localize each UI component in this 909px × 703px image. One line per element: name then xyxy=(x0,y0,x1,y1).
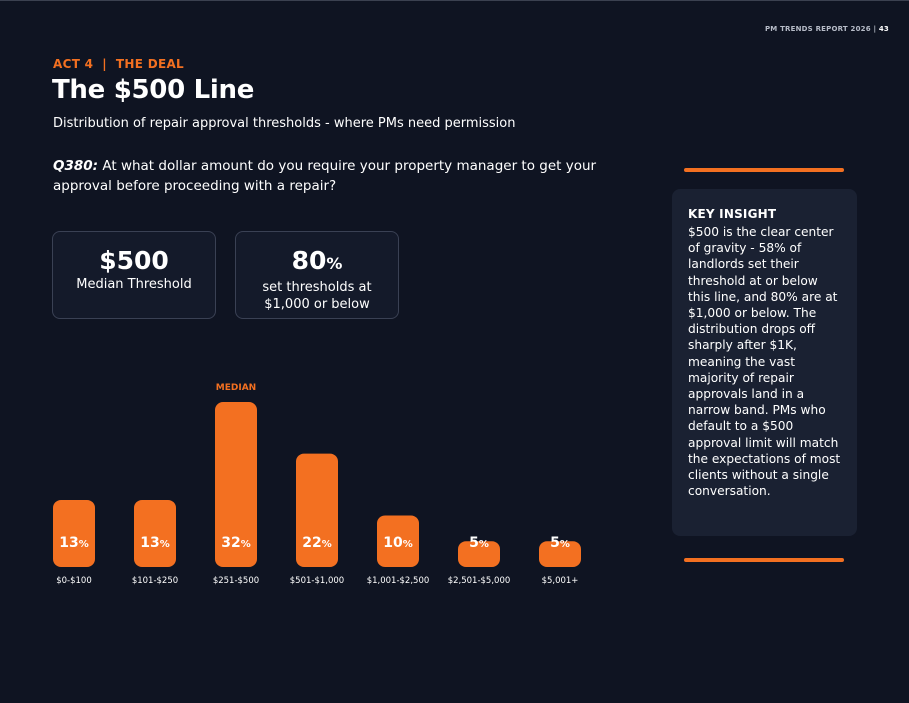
stat-value: $500 xyxy=(53,246,215,276)
bar-6 xyxy=(458,541,500,567)
insight-heading: KEY INSIGHT xyxy=(688,207,777,221)
bar-value-label: 13% xyxy=(59,535,89,551)
stat-label: Median Threshold xyxy=(76,277,192,292)
section-kicker: ACT 4 | THE DEAL xyxy=(53,57,184,71)
page-title: The $500 Line xyxy=(52,75,255,105)
category-label: $1,001-$2,500 xyxy=(367,576,430,586)
key-insight-card: KEY INSIGHT $500 is the clear center of … xyxy=(672,189,857,536)
insight-top-accent xyxy=(684,168,844,172)
bar-value-label: 13% xyxy=(140,535,170,551)
bar-1 xyxy=(53,499,95,567)
stat-80-suffix: % xyxy=(326,254,343,273)
page-number: 43 xyxy=(878,25,889,33)
category-label: $5,001+ xyxy=(542,576,579,586)
category-label: $2,501-$5,000 xyxy=(448,576,511,586)
category-label: $501-$1,000 xyxy=(290,576,344,586)
question-number: Q380: xyxy=(53,158,99,174)
category-label: $251-$500 xyxy=(213,576,259,586)
top-border xyxy=(0,0,909,1)
insight-body: $500 is the clear center of gravity - 58… xyxy=(688,225,841,499)
stat-card-80-percent: 80% set thresholds at $1,000 or below xyxy=(235,231,399,319)
stat-value: 80% xyxy=(236,246,398,279)
report-label: PM TRENDS REPORT 2026 xyxy=(764,25,871,33)
bar-4 xyxy=(296,453,338,567)
question-text: At what dollar amount do you require you… xyxy=(53,158,597,194)
bar-3 xyxy=(215,402,257,567)
insight-bottom-accent xyxy=(684,558,844,562)
median-marker-label: MEDIAN xyxy=(215,383,257,393)
stat-80-value: 80 xyxy=(291,246,327,275)
bar-7 xyxy=(539,541,581,567)
survey-question: Q380: At what dollar amount do you requi… xyxy=(53,156,633,196)
bar-value-label: 10% xyxy=(383,535,413,551)
report-header: PM TRENDS REPORT 2026 | 43 xyxy=(765,25,889,33)
stat-label: set thresholds at $1,000 or below xyxy=(262,280,372,312)
bar-2 xyxy=(134,499,176,567)
bar-value-label: 32% xyxy=(221,535,251,551)
stat-median-value: $500 xyxy=(99,246,169,275)
bar-value-label: 5% xyxy=(469,535,489,551)
category-label: $101-$250 xyxy=(132,576,178,586)
stat-card-median: $500 Median Threshold xyxy=(52,231,216,319)
category-label: $0-$100 xyxy=(56,576,92,586)
bar-value-label: 5% xyxy=(550,535,570,551)
bar-5 xyxy=(377,515,419,567)
header-separator: | xyxy=(873,25,877,33)
page-subtitle: Distribution of repair approval threshol… xyxy=(53,116,516,131)
bar-value-label: 22% xyxy=(302,535,332,551)
